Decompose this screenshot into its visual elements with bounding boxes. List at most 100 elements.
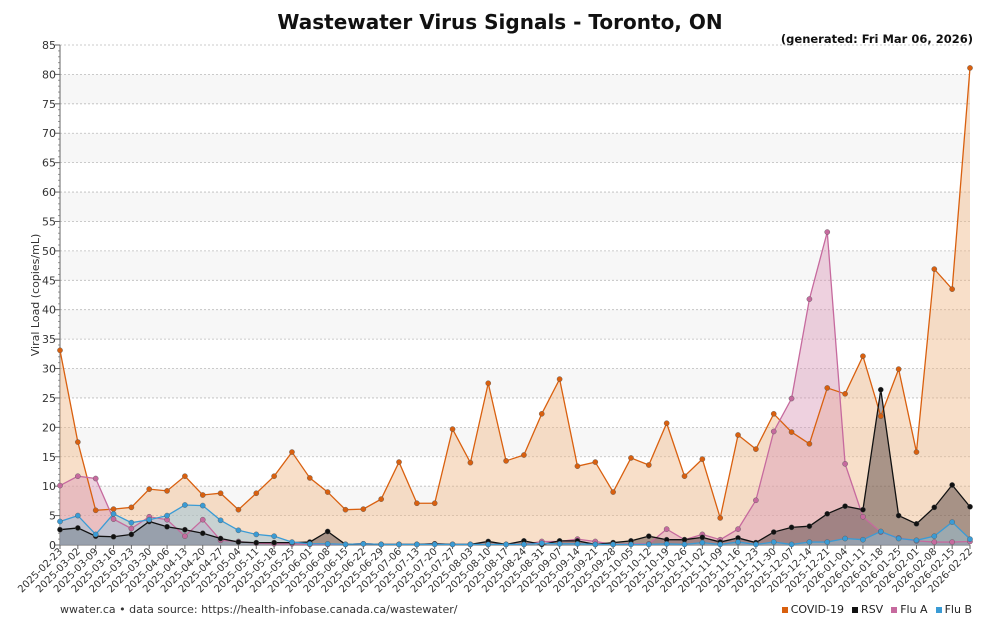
rsv-point [842, 503, 848, 509]
flu-b-point [556, 541, 563, 547]
flu-a-point [735, 526, 741, 532]
covid-point [735, 432, 741, 438]
covid-point [75, 439, 81, 445]
covid-point [574, 463, 581, 469]
covid-point [824, 385, 831, 391]
rsv-point [913, 521, 920, 527]
covid-point [289, 449, 295, 455]
covid-point [646, 462, 652, 468]
y-tick-label: 25 [42, 392, 56, 405]
flu-b-point [378, 541, 384, 548]
covid-point [753, 446, 759, 452]
flu-b-line [59, 504, 971, 546]
flu-b-point [806, 539, 813, 545]
flu-b-point [146, 516, 153, 523]
covid-point [788, 429, 795, 435]
covid-point [806, 441, 813, 447]
legend-item-covid: COVID-19 [781, 603, 845, 616]
rsv-point [253, 539, 260, 546]
grid-band [60, 309, 970, 340]
y-tick-label: 85 [42, 39, 56, 52]
grid-band [60, 133, 970, 163]
flu-b-point [628, 541, 634, 548]
rsv-point [235, 539, 242, 545]
y-tick-label: 0 [49, 539, 56, 552]
rsv-point [967, 503, 973, 510]
y-tick-label: 10 [42, 480, 56, 493]
legend-label: COVID-19 [790, 603, 845, 616]
covid-point [681, 473, 688, 479]
flu-b-point [503, 541, 509, 548]
covid-point [199, 492, 206, 498]
y-axis-label: Viral Load (copies/mL) [29, 234, 42, 357]
covid-point [949, 286, 955, 292]
covid-point [146, 486, 153, 492]
flu-b-point [92, 531, 99, 538]
y-tick-label: 60 [42, 186, 56, 199]
rsv-line [59, 389, 971, 546]
flu-a-point [92, 475, 99, 482]
rsv-point [646, 533, 652, 539]
covid-area [60, 67, 970, 546]
covid-point [913, 449, 920, 455]
flu-b-point [360, 541, 367, 547]
covid-point [128, 504, 135, 511]
legend-label: RSV [861, 603, 884, 616]
rsv-point [199, 530, 206, 537]
grid-band [60, 486, 970, 516]
covid-point [717, 515, 723, 521]
flu-b-point [681, 541, 688, 548]
flu-b-point [342, 541, 349, 548]
flu-b-point [735, 539, 741, 545]
covid-point [842, 391, 848, 397]
y-tick-label: 50 [42, 245, 56, 258]
flu-a-point [949, 539, 955, 545]
rsv-point [877, 386, 884, 393]
covid-point [360, 506, 367, 512]
chart-title: Wastewater Virus Signals - Toronto, ON [277, 10, 723, 34]
flu-b-point [913, 537, 920, 544]
covid-point [592, 459, 599, 465]
footer-source: wwater.ca • data source: https://health-… [60, 603, 458, 616]
flu-a-point [806, 296, 813, 302]
y-tick-label: 40 [42, 304, 56, 317]
flu-b-point [895, 535, 902, 542]
covid-point [931, 266, 938, 272]
flu-b-point [788, 541, 795, 548]
rsv-point [860, 506, 866, 513]
rsv-point [75, 525, 81, 531]
grid-band [60, 192, 970, 222]
flu-b-point [610, 541, 616, 548]
covid-point [610, 489, 616, 495]
flu-b-point [235, 527, 242, 534]
y-tick-label: 35 [42, 333, 56, 346]
flu-b-point [877, 528, 884, 535]
flu-b-point [538, 540, 545, 547]
y-tick-label: 65 [42, 157, 56, 170]
covid-point [467, 459, 474, 466]
rsv-point [110, 533, 117, 540]
covid-point [485, 380, 492, 387]
flu-b-point [663, 541, 670, 547]
covid-point [307, 475, 313, 481]
rsv-point [324, 528, 331, 535]
covid-point [628, 455, 634, 461]
rsv-point [770, 529, 777, 535]
generated-date: (generated: Fri Mar 06, 2026) [780, 32, 973, 46]
flu-a-point [199, 516, 206, 523]
grid-band [60, 368, 970, 398]
flu-a-point [753, 497, 759, 504]
flu-a-point [770, 428, 777, 435]
flu-b-point [75, 512, 81, 519]
legend-swatch [891, 606, 898, 613]
legend-item-rsv: RSV [852, 603, 883, 616]
covid-point [431, 500, 438, 507]
rsv-point [788, 524, 795, 531]
flu-b-point [289, 539, 295, 545]
flu-b-point [110, 511, 117, 517]
covid-point [877, 413, 884, 419]
flu-b-point [128, 519, 135, 526]
flu-b-point [646, 541, 652, 548]
covid-point [770, 411, 777, 417]
